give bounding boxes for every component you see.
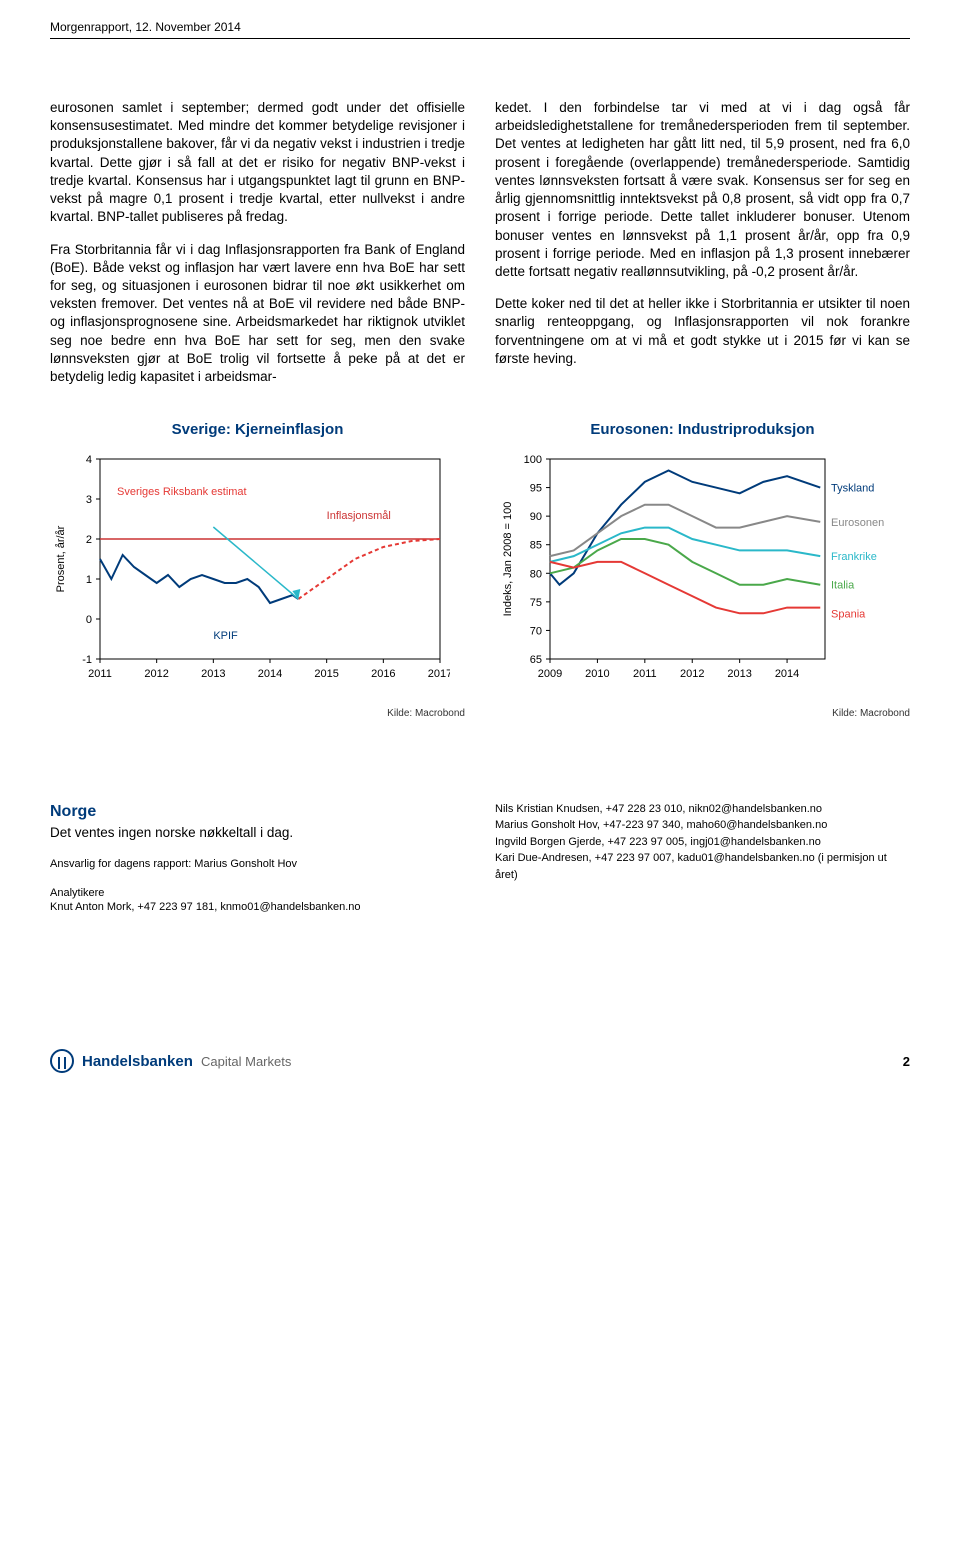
logo-main: Handelsbanken: [82, 1053, 193, 1070]
svg-text:100: 100: [524, 454, 542, 466]
footer-logo: Handelsbanken Capital Markets: [50, 1049, 291, 1073]
svg-text:Spania: Spania: [831, 608, 866, 620]
svg-text:Inflasjonsmål: Inflasjonsmål: [327, 510, 391, 522]
svg-text:90: 90: [530, 511, 542, 523]
norge-left: Norge Det ventes ingen norske nøkkeltall…: [50, 801, 465, 929]
svg-text:2010: 2010: [585, 668, 609, 680]
svg-text:75: 75: [530, 596, 542, 608]
chart1-title: Sverige: Kjerneinflasjon: [50, 420, 465, 440]
svg-text:95: 95: [530, 482, 542, 494]
page-header: Morgenrapport, 12. November 2014: [50, 20, 910, 34]
header-divider: [50, 38, 910, 39]
svg-text:0: 0: [86, 614, 92, 626]
svg-text:1: 1: [86, 574, 92, 586]
norge-contacts: Nils Kristian Knudsen, +47 228 23 010, n…: [495, 801, 910, 929]
svg-text:Frankrike: Frankrike: [831, 551, 877, 563]
svg-text:80: 80: [530, 568, 542, 580]
col1-p2: Fra Storbritannia får vi i dag Inflasjon…: [50, 241, 465, 387]
article-columns: eurosonen samlet i september; dermed god…: [50, 99, 910, 400]
svg-text:Italia: Italia: [831, 579, 855, 591]
chart2: 65 70 75 80 85 90 95 100 2009 2010 2011 2012 2013 201…: [495, 449, 910, 704]
svg-text:3: 3: [86, 494, 92, 506]
chart2-source: Kilde: Macrobond: [495, 707, 910, 721]
svg-text:2012: 2012: [680, 668, 704, 680]
contact-2: Marius Gonsholt Hov, +47-223 97 340, mah…: [495, 817, 910, 834]
svg-text:2011: 2011: [88, 668, 112, 680]
svg-text:2011: 2011: [633, 668, 657, 680]
svg-text:Prosent, år/år: Prosent, år/år: [55, 525, 67, 592]
contact-3: Ingvild Borgen Gjerde, +47 223 97 005, i…: [495, 834, 910, 851]
chart2-title: Eurosonen: Industriproduksjon: [495, 420, 910, 440]
charts-row: Sverige: Kjerneinflasjon -1 0 1 2 3 4 2011 2012…: [50, 400, 910, 721]
norge-ansvarlig: Ansvarlig for dagens rapport: Marius Gon…: [50, 857, 465, 872]
column-left: eurosonen samlet i september; dermed god…: [50, 99, 465, 400]
page-number: 2: [903, 1054, 910, 1069]
svg-text:KPIF: KPIF: [213, 630, 238, 642]
chart2-container: Eurosonen: Industriproduksjon 65 70 75 80 85…: [495, 400, 910, 721]
svg-text:2015: 2015: [314, 668, 338, 680]
svg-text:Eurosonen: Eurosonen: [831, 516, 884, 528]
norge-section: Norge Det ventes ingen norske nøkkeltall…: [50, 801, 910, 929]
svg-text:Sveriges Riksbank estimat: Sveriges Riksbank estimat: [117, 486, 247, 498]
norge-subtitle: Det ventes ingen norske nøkkeltall i dag…: [50, 824, 465, 842]
svg-text:4: 4: [86, 454, 92, 466]
col2-p1: kedet. I den forbindelse tar vi med at v…: [495, 99, 910, 281]
svg-text:2: 2: [86, 534, 92, 546]
norge-analytikere: Analytikere Knut Anton Mork, +47 223 97 …: [50, 886, 465, 916]
svg-text:70: 70: [530, 625, 542, 637]
svg-text:2014: 2014: [775, 668, 799, 680]
col2-p2: Dette koker ned til det at heller ikke i…: [495, 295, 910, 368]
svg-text:Tyskland: Tyskland: [831, 482, 874, 494]
svg-text:65: 65: [530, 654, 542, 666]
svg-text:2012: 2012: [144, 668, 168, 680]
svg-text:2013: 2013: [727, 668, 751, 680]
svg-text:2017: 2017: [428, 668, 450, 680]
logo-text: Handelsbanken Capital Markets: [82, 1053, 291, 1070]
analytikere-label: Analytikere: [50, 887, 104, 899]
handelsbanken-icon: [50, 1049, 74, 1073]
svg-text:85: 85: [530, 539, 542, 551]
svg-text:-1: -1: [82, 654, 92, 666]
svg-text:Indeks, Jan 2008 = 100: Indeks, Jan 2008 = 100: [502, 501, 514, 616]
chart1-source: Kilde: Macrobond: [50, 707, 465, 721]
column-right: kedet. I den forbindelse tar vi med at v…: [495, 99, 910, 400]
analytiker-1: Knut Anton Mork, +47 223 97 181, knmo01@…: [50, 901, 361, 913]
logo-sub: Capital Markets: [201, 1054, 291, 1069]
svg-text:2016: 2016: [371, 668, 395, 680]
page-footer: Handelsbanken Capital Markets 2: [50, 1049, 910, 1073]
svg-text:2014: 2014: [258, 668, 282, 680]
contact-4: Kari Due-Andresen, +47 223 97 007, kadu0…: [495, 850, 910, 883]
contact-1: Nils Kristian Knudsen, +47 228 23 010, n…: [495, 801, 910, 818]
svg-text:2013: 2013: [201, 668, 225, 680]
norge-title: Norge: [50, 801, 465, 823]
svg-text:2009: 2009: [538, 668, 562, 680]
chart1-container: Sverige: Kjerneinflasjon -1 0 1 2 3 4 2011 2012…: [50, 400, 465, 721]
chart1: -1 0 1 2 3 4 2011 2012 2013 2014 2015 2016 2017 Prose…: [50, 449, 465, 704]
col1-p1: eurosonen samlet i september; dermed god…: [50, 99, 465, 227]
